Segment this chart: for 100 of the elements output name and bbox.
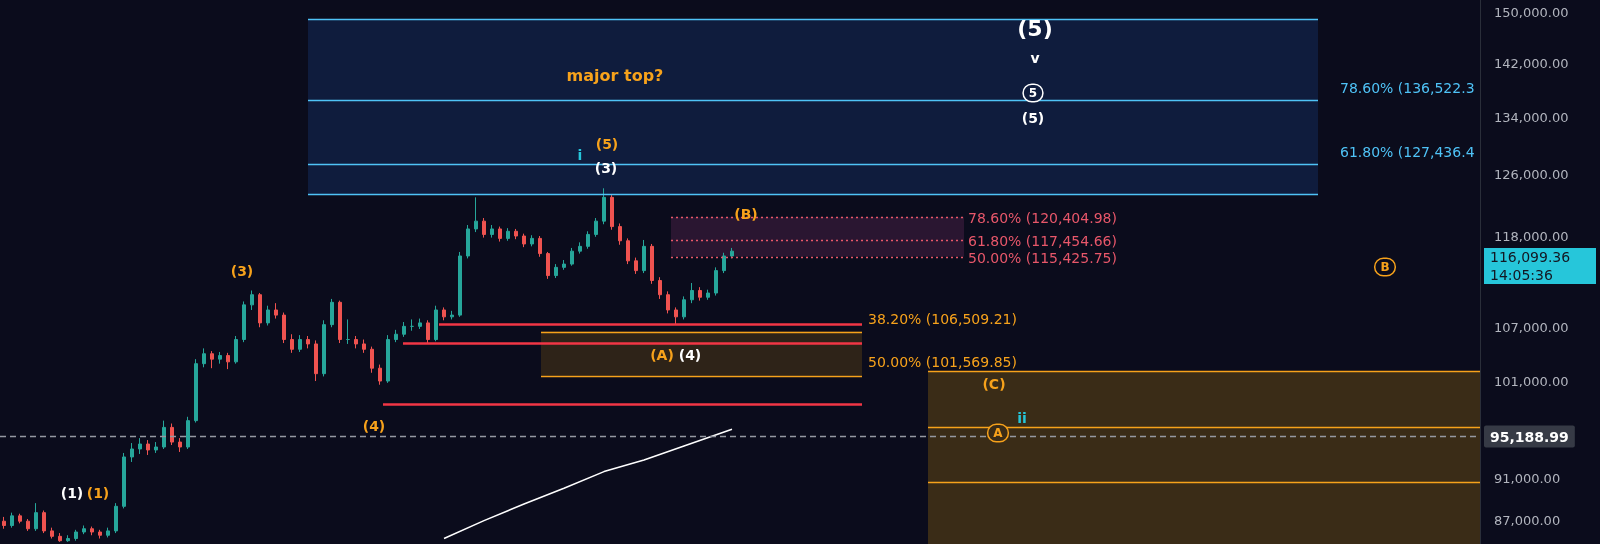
candlestick xyxy=(546,251,550,280)
candlestick xyxy=(194,358,198,424)
candlestick xyxy=(450,310,454,320)
annotation: (4) xyxy=(678,347,702,363)
annotation: (B) xyxy=(734,206,758,222)
candlestick xyxy=(706,289,710,301)
candlestick xyxy=(106,527,110,538)
candlestick xyxy=(698,286,702,302)
candlestick xyxy=(330,298,334,328)
candlestick xyxy=(114,502,118,534)
candlestick xyxy=(146,439,150,456)
candlestick xyxy=(74,529,78,542)
candlestick xyxy=(90,526,94,536)
candlestick xyxy=(514,228,518,240)
y-tick-label: 126,000.00 xyxy=(1494,167,1569,183)
ref-line-label: 50.00% (115,425.75) xyxy=(968,249,1117,266)
annotation: (1) xyxy=(60,485,84,501)
candlestick xyxy=(18,513,22,524)
candlestick xyxy=(722,252,726,274)
y-tick-label: 134,000.00 xyxy=(1494,109,1569,125)
candlestick xyxy=(378,364,382,386)
candlestick xyxy=(554,263,558,279)
candlestick xyxy=(274,302,278,320)
candlestick xyxy=(186,416,190,450)
candlestick xyxy=(250,290,254,311)
candlestick xyxy=(338,300,342,344)
candlestick xyxy=(266,305,270,326)
ref-line-label: 95,188.99 xyxy=(1490,428,1569,445)
candlestick xyxy=(154,441,158,454)
candlestick xyxy=(162,420,166,450)
y-tick-label: 150,000.00 xyxy=(1494,4,1569,20)
ref-line-label: 38.20% (106,509.21) xyxy=(868,310,1017,327)
candlestick xyxy=(562,259,566,271)
annotation: A xyxy=(993,426,1004,440)
candlestick xyxy=(386,334,390,384)
annotation: (5) xyxy=(1017,15,1053,41)
candlestick xyxy=(458,251,462,318)
candlestick xyxy=(482,217,486,239)
candlestick xyxy=(202,347,206,368)
candlestick xyxy=(426,319,430,344)
candlestick xyxy=(538,235,542,258)
candlestick xyxy=(730,247,734,259)
candlestick xyxy=(226,352,230,370)
candlestick xyxy=(522,233,526,248)
y-tick-label: 91,000.00 xyxy=(1494,470,1561,486)
candlestick xyxy=(42,510,46,534)
line-series xyxy=(443,428,733,540)
y-tick-label: 107,000.00 xyxy=(1494,319,1569,335)
ref-line-label: 78.60% (136,522.3 xyxy=(1340,79,1475,96)
candlestick xyxy=(354,335,358,349)
annotation: ii xyxy=(1017,410,1027,426)
candlestick xyxy=(578,241,582,255)
candlestick xyxy=(258,292,262,328)
annotation: (3) xyxy=(230,263,254,279)
candlestick xyxy=(466,224,470,259)
candlestick xyxy=(586,230,590,250)
candlestick xyxy=(530,234,534,247)
annotation: major top? xyxy=(566,65,664,85)
candlestick xyxy=(242,300,246,343)
candlestick xyxy=(498,226,502,243)
candlestick xyxy=(122,452,126,509)
annotation: (A) xyxy=(650,347,674,363)
candlestick xyxy=(170,423,174,446)
candlestick xyxy=(658,276,662,300)
candlestick xyxy=(50,527,54,540)
annotation: (1) xyxy=(86,485,110,501)
annotation: B xyxy=(1380,260,1390,274)
y-tick-label: 87,000.00 xyxy=(1494,512,1561,528)
annotation: (C) xyxy=(982,376,1006,392)
ref-line-label: 61.80% (127,436.4 xyxy=(1340,143,1475,160)
candlestick xyxy=(58,532,62,543)
candlestick xyxy=(210,350,214,369)
ref-line-label: 78.60% (120,404.98) xyxy=(968,209,1117,226)
text: 116,099.36 xyxy=(1490,249,1571,265)
candlestick xyxy=(490,224,494,239)
candlestick xyxy=(714,266,718,297)
candlestick xyxy=(442,306,446,321)
candlestick xyxy=(282,312,286,344)
candlestick xyxy=(314,339,318,382)
annotation: i xyxy=(577,147,583,163)
candlestick xyxy=(298,334,302,353)
y-tick-label: 101,000.00 xyxy=(1494,373,1569,389)
candlestick xyxy=(666,290,670,314)
candlestick xyxy=(634,257,638,275)
candlestick xyxy=(346,318,350,345)
candlestick xyxy=(2,516,6,530)
ref-line-label: 61.80% (117,454.66) xyxy=(968,232,1117,249)
candlestick xyxy=(290,333,294,354)
candlestick xyxy=(66,534,70,543)
annotation: (3) xyxy=(594,160,618,176)
ref-line-label: 50.00% (101,569.85) xyxy=(868,353,1017,370)
candlestick xyxy=(130,442,134,463)
candlestick xyxy=(82,525,86,535)
candlestick xyxy=(34,502,38,532)
candlestick xyxy=(594,217,598,238)
y-tick-label: 118,000.00 xyxy=(1494,228,1569,244)
annotation: v xyxy=(1030,50,1040,66)
candlestick xyxy=(370,346,374,374)
candlestick xyxy=(362,339,366,354)
candlestick xyxy=(178,437,182,453)
